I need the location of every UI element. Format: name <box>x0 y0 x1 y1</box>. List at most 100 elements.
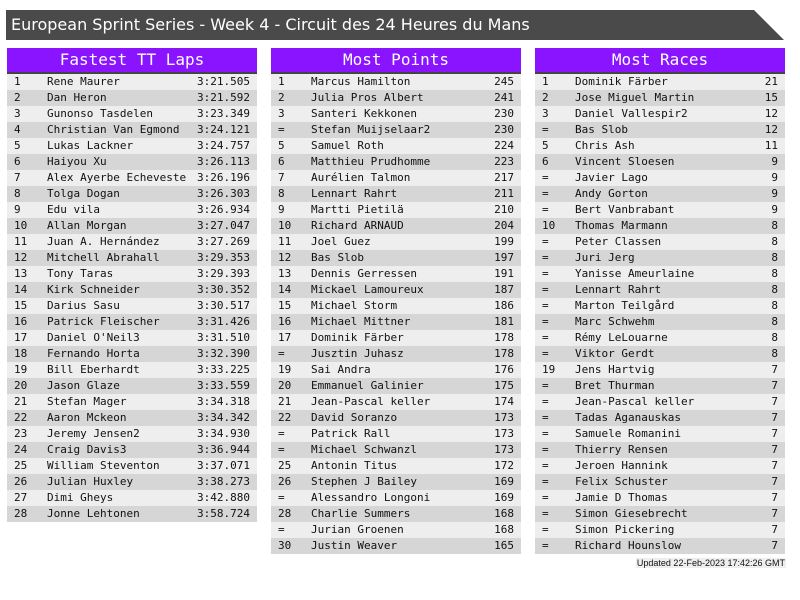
table-row: 18 Fernando Horta 3:32.390 <box>7 346 257 362</box>
value-cell: 3:36.944 <box>197 443 250 456</box>
table-row: = Jurian Groenen 168 <box>271 522 521 538</box>
position-cell: = <box>542 411 549 424</box>
value-cell: 3:34.318 <box>197 395 250 408</box>
position-cell: 12 <box>14 251 28 264</box>
driver-name-cell: Jeremy Jensen2 <box>47 427 140 440</box>
value-cell: 7 <box>771 459 778 472</box>
driver-name-cell: Jurian Groenen <box>311 523 404 536</box>
value-cell: 3:34.930 <box>197 427 250 440</box>
table-row: 22 David Soranzo 173 <box>271 410 521 426</box>
page-title: European Sprint Series - Week 4 - Circui… <box>6 10 784 40</box>
driver-name-cell: Samuele Romanini <box>575 427 681 440</box>
value-cell: 173 <box>494 427 514 440</box>
table-row: = Bert Vanbrabant 9 <box>535 202 785 218</box>
driver-name-cell: Emmanuel Galinier <box>311 379 424 392</box>
value-cell: 173 <box>494 443 514 456</box>
driver-name-cell: Jens Hartvig <box>575 363 655 376</box>
table-row: = Marton Teilgård 8 <box>535 298 785 314</box>
table-row: = Yanisse Ameurlaine 8 <box>535 266 785 282</box>
position-cell: 2 <box>542 91 549 104</box>
driver-name-cell: Bas Slob <box>311 251 364 264</box>
table-row: 6 Vincent Sloesen 9 <box>535 154 785 170</box>
driver-name-cell: Antonin Titus <box>311 459 398 472</box>
table-row: 10 Thomas Marmann 8 <box>535 218 785 234</box>
position-cell: = <box>542 299 549 312</box>
position-cell: = <box>278 427 285 440</box>
value-cell: 176 <box>494 363 514 376</box>
value-cell: 3:33.559 <box>197 379 250 392</box>
position-cell: = <box>542 171 549 184</box>
driver-name-cell: Gunonso Tasdelen <box>47 107 153 120</box>
driver-name-cell: Samuel Roth <box>311 139 384 152</box>
value-cell: 3:38.273 <box>197 475 250 488</box>
value-cell: 3:29.393 <box>197 267 250 280</box>
position-cell: 25 <box>14 459 28 472</box>
table-row: 1 Rene Maurer 3:21.505 <box>7 74 257 90</box>
value-cell: 3:27.269 <box>197 235 250 248</box>
driver-name-cell: Aurélien Talmon <box>311 171 411 184</box>
value-cell: 3:30.352 <box>197 283 250 296</box>
value-cell: 7 <box>771 427 778 440</box>
position-cell: = <box>542 347 549 360</box>
position-cell: = <box>542 331 549 344</box>
position-cell: 30 <box>278 539 292 552</box>
table-row: = Stefan Muijselaar2 230 <box>271 122 521 138</box>
value-cell: 224 <box>494 139 514 152</box>
position-cell: = <box>542 187 549 200</box>
driver-name-cell: Stefan Mager <box>47 395 127 408</box>
driver-name-cell: Stephen J Bailey <box>311 475 417 488</box>
table-row: 3 Daniel Vallespir2 12 <box>535 106 785 122</box>
driver-name-cell: Justin Weaver <box>311 539 398 552</box>
value-cell: 241 <box>494 91 514 104</box>
value-cell: 12 <box>764 107 778 120</box>
driver-name-cell: David Soranzo <box>311 411 398 424</box>
value-cell: 8 <box>771 299 778 312</box>
position-cell: 23 <box>14 427 28 440</box>
position-cell: = <box>542 459 549 472</box>
table-row: = Bret Thurman 7 <box>535 378 785 394</box>
table-row: = Javier Lago 9 <box>535 170 785 186</box>
driver-name-cell: Alessandro Longoni <box>311 491 431 504</box>
position-cell: = <box>542 251 549 264</box>
position-cell: = <box>542 491 549 504</box>
value-cell: 7 <box>771 491 778 504</box>
position-cell: 10 <box>542 219 556 232</box>
position-cell: 15 <box>278 299 292 312</box>
value-cell: 3:26.934 <box>197 203 250 216</box>
driver-name-cell: Simon Giesebrecht <box>575 507 688 520</box>
driver-name-cell: Lennart Rahrt <box>311 187 398 200</box>
driver-name-cell: Juan A. Hernández <box>47 235 160 248</box>
position-cell: 28 <box>278 507 292 520</box>
driver-name-cell: Thierry Rensen <box>575 443 668 456</box>
table-row: = Peter Classen 8 <box>535 234 785 250</box>
most-races-table: Most Races 1 Dominik Färber 21 2 Jose Miguel… <box>535 48 785 554</box>
value-cell: 7 <box>771 379 778 392</box>
position-cell: 3 <box>14 107 21 120</box>
driver-name-cell: Marcus Hamilton <box>311 75 411 88</box>
value-cell: 3:30.517 <box>197 299 250 312</box>
driver-name-cell: Thomas Marmann <box>575 219 668 232</box>
value-cell: 9 <box>771 155 778 168</box>
table-row: 12 Mitchell Abrahall 3:29.353 <box>7 250 257 266</box>
table-row: 5 Chris Ash 11 <box>535 138 785 154</box>
table-heading: Fastest TT Laps <box>7 48 257 74</box>
position-cell: 8 <box>14 187 21 200</box>
position-cell: 4 <box>14 123 21 136</box>
position-cell: 2 <box>14 91 21 104</box>
value-cell: 3:23.349 <box>197 107 250 120</box>
position-cell: = <box>542 283 549 296</box>
driver-name-cell: Joel Guez <box>311 235 371 248</box>
table-row: = Andy Gorton 9 <box>535 186 785 202</box>
position-cell: 12 <box>278 251 292 264</box>
position-cell: 27 <box>14 491 28 504</box>
position-cell: = <box>542 539 549 552</box>
table-row: = Jean-Pascal keller 7 <box>535 394 785 410</box>
table-row: = Jamie D Thomas 7 <box>535 490 785 506</box>
position-cell: 19 <box>278 363 292 376</box>
driver-name-cell: Richard ARNAUD <box>311 219 404 232</box>
position-cell: 9 <box>14 203 21 216</box>
value-cell: 181 <box>494 315 514 328</box>
driver-name-cell: Martti Pietilä <box>311 203 404 216</box>
table-row: = Felix Schuster 7 <box>535 474 785 490</box>
table-row: 27 Dimi Gheys 3:42.880 <box>7 490 257 506</box>
